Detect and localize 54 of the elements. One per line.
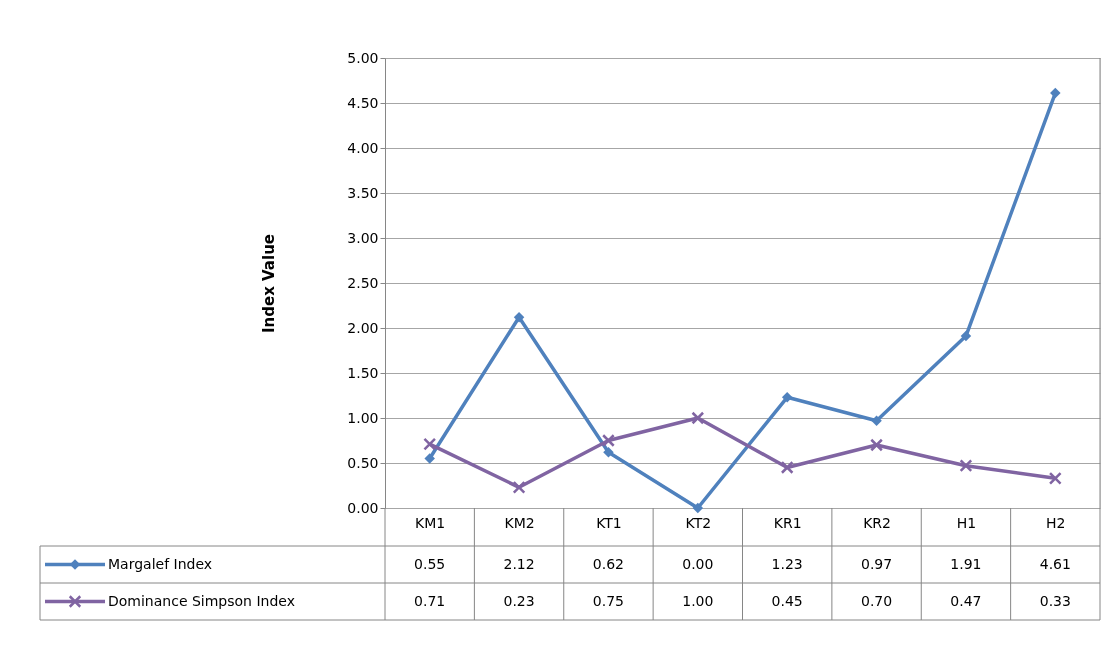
point [1050, 87, 1061, 99]
x-tick-label: H2 [1046, 514, 1066, 531]
y-axis-title: Index Value [260, 234, 279, 333]
data-label: 1.91 [950, 555, 982, 572]
y-tick-label: 4.00 [347, 139, 379, 156]
y-tick-label: 1.00 [347, 409, 379, 426]
point [691, 411, 705, 425]
data-label: 0.70 [860, 592, 893, 609]
x-tick-label: KM2 [504, 514, 535, 531]
point [960, 330, 972, 342]
x-tick-label: KM1 [415, 514, 446, 531]
legend-label: Margalef Index [108, 555, 213, 572]
point [871, 415, 882, 426]
point [601, 434, 615, 447]
point [423, 437, 437, 451]
x-tick-label: KT1 [596, 514, 622, 531]
data-label: 4.61 [1039, 555, 1071, 572]
y-tick-label: 4.50 [347, 94, 379, 111]
point [1048, 471, 1062, 485]
x-tick-label: KR2 [863, 514, 891, 531]
data-label: 0.00 [682, 555, 714, 572]
data-label: 0.62 [592, 555, 625, 572]
point [603, 446, 614, 458]
data-label: 1.23 [771, 555, 803, 572]
y-tick-label: 0.00 [347, 499, 379, 516]
point [512, 480, 526, 494]
point [781, 392, 793, 403]
x-tick-label: H1 [956, 514, 977, 531]
data-label: 0.97 [860, 555, 893, 572]
point [424, 453, 435, 464]
data-label: 0.33 [1039, 592, 1071, 609]
point [692, 502, 704, 514]
point [780, 461, 794, 474]
data-label: 1.00 [682, 592, 714, 609]
data-label: 2.12 [503, 555, 535, 572]
y-tick-label: 1.50 [347, 364, 379, 381]
y-tick-label: 0.50 [347, 454, 379, 471]
data-label: 0.55 [414, 555, 446, 572]
point [959, 459, 973, 473]
x-tick-label: KT2 [685, 514, 712, 531]
point [513, 311, 525, 323]
point [870, 438, 884, 452]
x-tick-label: KR1 [773, 514, 802, 531]
data-label: 0.45 [771, 592, 803, 609]
data-label: 0.23 [503, 592, 535, 609]
data-label: 0.75 [592, 592, 625, 609]
y-tick-label: 2.00 [347, 319, 379, 336]
y-tick-label: 3.50 [347, 184, 379, 201]
y-tick-label: 3.00 [347, 229, 379, 246]
data-label: 0.71 [414, 592, 446, 609]
y-tick-label: 2.50 [347, 274, 379, 291]
y-tick-label: 5.00 [347, 49, 379, 66]
data-label: 0.47 [950, 592, 982, 609]
legend-label: Dominance Simpson Index [108, 592, 295, 609]
